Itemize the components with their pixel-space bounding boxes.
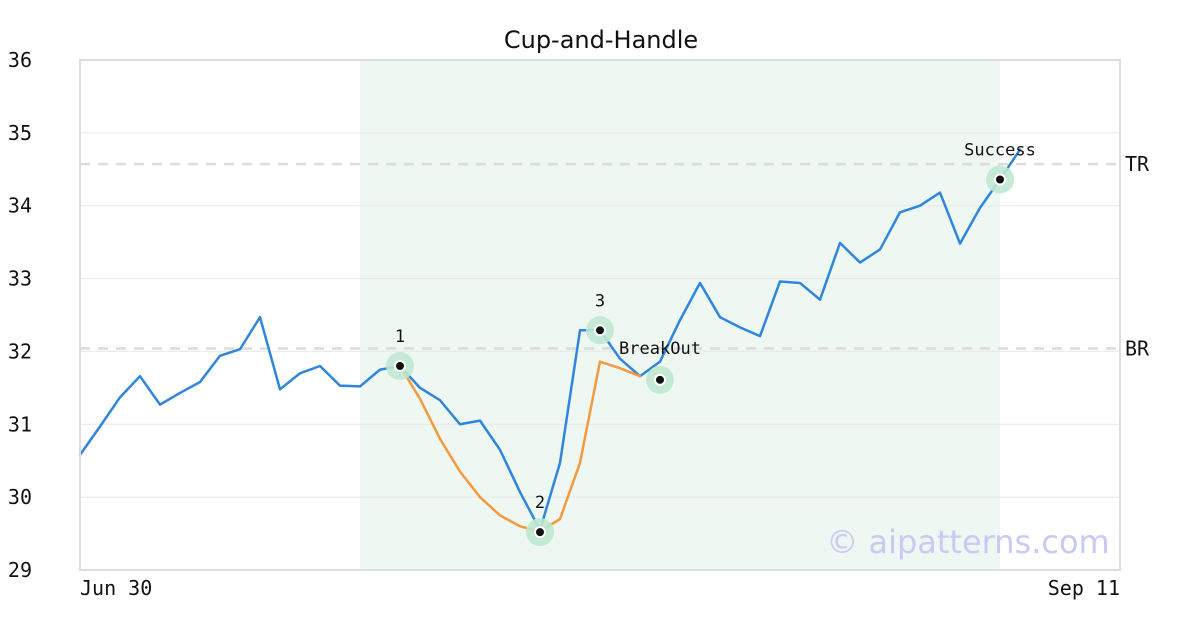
watermark: © aipatterns.com — [826, 523, 1109, 561]
point-marker — [534, 526, 546, 539]
point-marker — [654, 373, 666, 386]
reference-label-br: BR — [1125, 337, 1150, 361]
y-tick-label: 32 — [8, 339, 32, 363]
y-tick-label: 31 — [8, 412, 32, 436]
series-line-cup-and-handle-fit — [398, 360, 642, 533]
series-line-price — [78, 148, 1022, 532]
reference-lines: TR BR — [80, 152, 1150, 361]
point-label: 1 — [395, 327, 405, 347]
grid-lines — [80, 59, 1120, 571]
y-tick-label: 29 — [8, 558, 32, 582]
chart-title: Cup-and-Handle — [504, 26, 698, 54]
pattern-points: 1 2 3 BreakOut Success — [386, 140, 1036, 547]
y-tick-label: 35 — [8, 121, 32, 145]
reference-label-tr: TR — [1125, 152, 1150, 176]
series-lines — [78, 148, 1022, 533]
x-tick-label: Sep 11 — [1048, 576, 1120, 600]
point-label: 3 — [595, 291, 605, 311]
y-tick-label: 36 — [8, 48, 32, 72]
highlight-band — [360, 60, 1000, 570]
point-marker — [994, 173, 1006, 186]
pattern-highlight-region — [360, 60, 1000, 570]
point-marker — [394, 360, 406, 372]
y-tick-label: 34 — [8, 194, 32, 218]
x-tick-label: Jun 30 — [80, 576, 152, 600]
plot-frame — [79, 59, 1121, 571]
point-marker — [594, 324, 606, 337]
y-tick-label: 30 — [8, 485, 32, 509]
point-label: Success — [964, 140, 1036, 160]
point-label: BreakOut — [619, 339, 701, 359]
y-tick-label: 33 — [8, 267, 32, 291]
point-label: 2 — [535, 493, 545, 513]
